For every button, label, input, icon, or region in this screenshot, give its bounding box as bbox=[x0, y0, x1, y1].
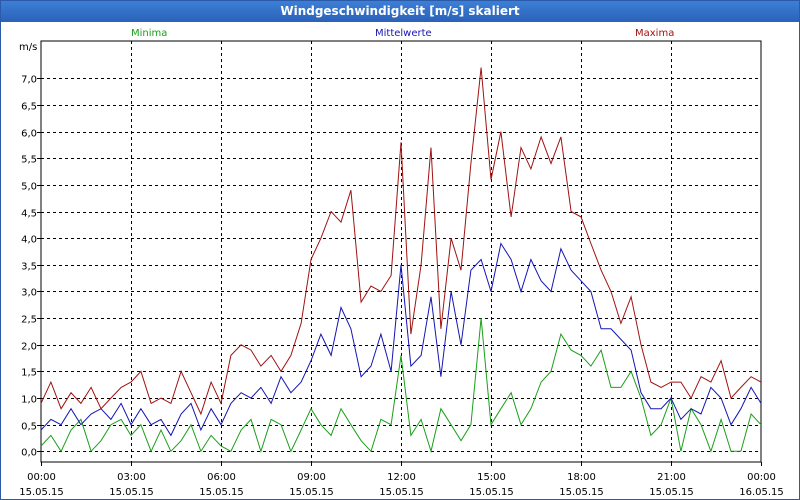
plot-area-frame bbox=[40, 40, 762, 463]
x-tick-date: 15.05.15 bbox=[469, 487, 514, 498]
x-tick-time: 15:00 bbox=[477, 472, 506, 483]
x-tick-date: 15.05.15 bbox=[199, 487, 244, 498]
x-tick-date: 15.05.15 bbox=[109, 487, 154, 498]
y-tick-label: 1,5 bbox=[21, 368, 37, 379]
x-tick-labels: 00:00 15.05.15 03:00 15.05.15 06:00 15.05.15 0… bbox=[19, 472, 784, 498]
y-tick-label: 6,5 bbox=[21, 102, 37, 113]
y-axis-label: m/s bbox=[19, 42, 37, 53]
x-tick-time: 06:00 bbox=[207, 472, 236, 483]
series-lines bbox=[40, 67, 762, 454]
x-tick-time: 09:00 bbox=[297, 472, 326, 483]
y-tick-label: 4,5 bbox=[21, 209, 37, 220]
y-tick-label: 2,0 bbox=[21, 342, 37, 353]
y-tick-label: 6,0 bbox=[21, 129, 37, 140]
legend-maxima: Maxima bbox=[635, 28, 674, 39]
x-tick-time: 12:00 bbox=[387, 472, 416, 483]
x-tick-date: 15.05.15 bbox=[379, 487, 424, 498]
x-tick-time: 21:00 bbox=[657, 472, 686, 483]
x-tick-time: 00:00 bbox=[747, 472, 776, 483]
x-tick-time: 00:00 bbox=[27, 472, 56, 483]
series-line-maxima bbox=[40, 67, 762, 416]
x-tick-time: 18:00 bbox=[567, 472, 596, 483]
y-tick-label: 1,0 bbox=[21, 395, 37, 406]
series-line-minima bbox=[40, 318, 762, 454]
x-tick-date: 16.05.15 bbox=[739, 487, 784, 498]
y-tick-label: 3,5 bbox=[21, 262, 37, 273]
chart-title: Windgeschwindigkeit [m/s] skaliert bbox=[1, 1, 799, 22]
x-tick-time: 03:00 bbox=[117, 472, 146, 483]
grid-lines bbox=[37, 41, 762, 466]
y-tick-label: 7,0 bbox=[21, 75, 37, 86]
series-line-mittelwerte bbox=[40, 242, 762, 437]
x-tick-date: 15.05.15 bbox=[19, 487, 64, 498]
y-tick-label: 5,5 bbox=[21, 155, 37, 166]
y-tick-label: 0,5 bbox=[21, 422, 37, 433]
legend-minima: Minima bbox=[131, 28, 167, 39]
x-tick-date: 15.05.15 bbox=[559, 487, 604, 498]
y-tick-label: 0,0 bbox=[21, 448, 37, 459]
y-tick-label: 4,0 bbox=[21, 235, 37, 246]
x-tick-date: 15.05.15 bbox=[289, 487, 334, 498]
y-tick-label: 3,0 bbox=[21, 288, 37, 299]
legend-mittelwerte: Mittelwerte bbox=[375, 28, 432, 39]
y-tick-labels: 0,0 0,5 1,0 1,5 2,0 2,5 3,0 3,5 4,0 4,5 5,0 5,5 6,0 6… bbox=[21, 75, 37, 459]
y-tick-label: 2,5 bbox=[21, 315, 37, 326]
x-tick-date: 15.05.15 bbox=[649, 487, 694, 498]
y-tick-label: 5,0 bbox=[21, 182, 37, 193]
